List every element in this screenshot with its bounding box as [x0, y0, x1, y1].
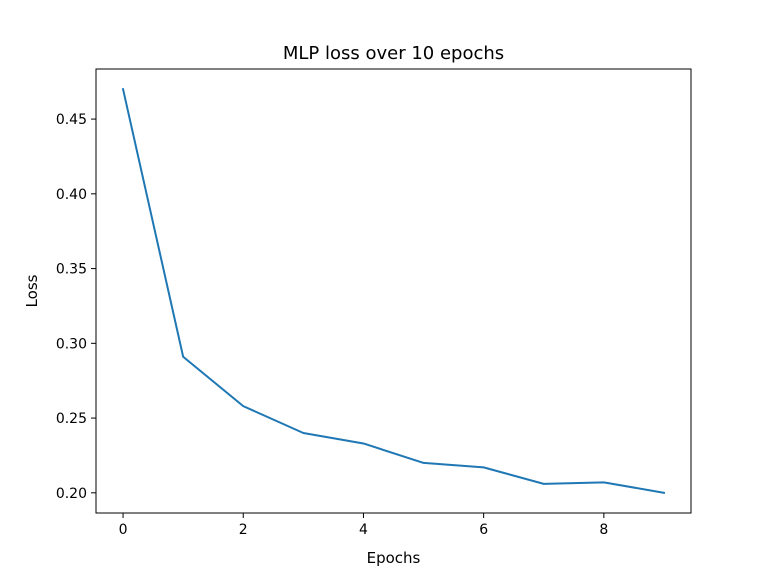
x-axis-label: Epochs [367, 549, 421, 567]
loss-series-line [121, 87, 666, 494]
series-layer [121, 87, 666, 494]
y-axis-ticks: 0.20 0.25 0.30 0.35 0.40 0.45 [56, 112, 96, 502]
x-tick-label: 8 [599, 522, 608, 538]
plot-frame [95, 68, 692, 514]
plot-area [96, 69, 691, 513]
x-axis-ticks: 0 2 4 6 8 [119, 513, 608, 538]
y-tick-label: 0.25 [56, 411, 87, 427]
x-tick-label: 0 [119, 522, 128, 538]
x-tick-label: 4 [359, 522, 368, 538]
chart-title: MLP loss over 10 epochs [283, 43, 504, 64]
y-tick-label: 0.45 [56, 112, 87, 128]
y-tick-label: 0.20 [56, 486, 87, 502]
y-tick-label: 0.40 [56, 187, 87, 203]
y-axis-label: Loss [23, 274, 41, 307]
x-tick-label: 6 [479, 522, 488, 538]
y-tick-label: 0.35 [56, 262, 87, 278]
y-tick-label: 0.30 [56, 336, 87, 352]
x-tick-label: 2 [239, 522, 248, 538]
